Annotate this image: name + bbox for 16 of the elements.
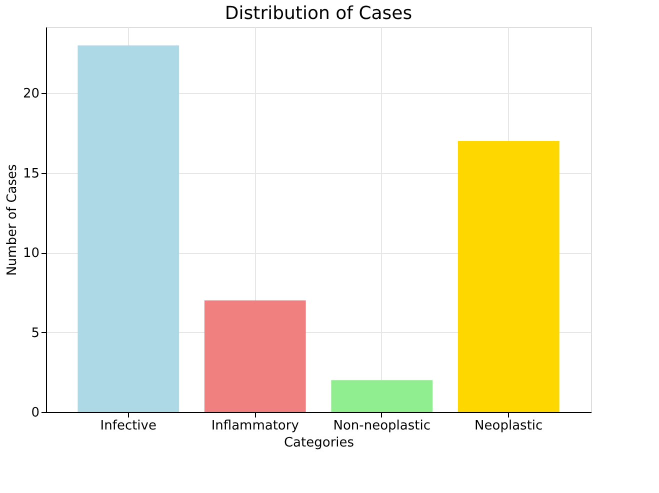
x-tick-label: Inflammatory [211, 418, 300, 434]
y-tick-label: 10 [22, 246, 40, 262]
bar [331, 380, 433, 412]
x-tick-label: Infective [100, 418, 156, 434]
y-tick-label: 20 [22, 86, 40, 102]
bar [78, 45, 180, 412]
y-tick-label: 0 [31, 406, 40, 420]
x-tick-label: Non-neoplastic [333, 418, 431, 434]
bar [458, 140, 560, 412]
chart-title: Distribution of Cases [224, 3, 412, 24]
y-tick-label: 5 [31, 326, 40, 341]
bar [204, 300, 306, 412]
x-axis-title: Categories [284, 436, 354, 450]
y-axis-title: Number of Cases [4, 164, 20, 276]
y-tick-label: 15 [22, 166, 40, 182]
x-tick-label: Neoplastic [474, 418, 543, 434]
